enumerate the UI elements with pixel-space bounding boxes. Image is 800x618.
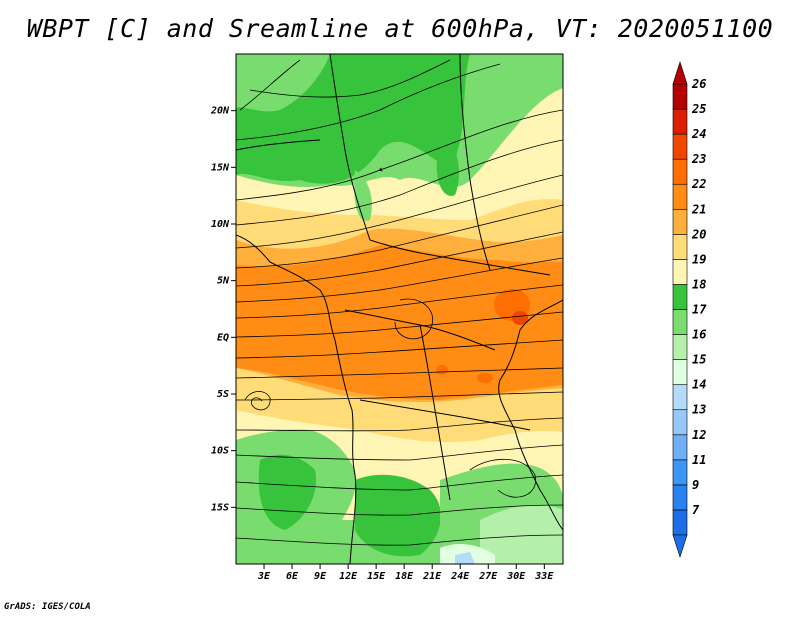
lon-tick-label: 30E bbox=[506, 571, 526, 582]
colorbar-label: 16 bbox=[692, 328, 706, 342]
map-frame bbox=[235, 53, 564, 565]
lon-tick-label: 24E bbox=[450, 571, 470, 582]
lat-tick-label: EQ bbox=[217, 332, 229, 343]
colorbar-label: 21 bbox=[691, 202, 706, 216]
colorbar-segment bbox=[672, 284, 688, 310]
lon-tick-label: 6E bbox=[286, 571, 299, 582]
colorbar-segment bbox=[672, 384, 688, 411]
lat-tick-label: 10S bbox=[211, 446, 229, 457]
colorbar-segment bbox=[672, 158, 688, 185]
colorbar-label: 18 bbox=[692, 277, 706, 291]
longitude-ticks: 3E 6E 9E 12E 15E 18E 21E 24E 27E 30E 33E bbox=[257, 564, 554, 582]
lon-tick-label: 27E bbox=[478, 571, 498, 582]
colorbar-segment bbox=[672, 208, 688, 235]
lon-tick-label: 21E bbox=[422, 571, 442, 582]
streamlines bbox=[236, 59, 563, 546]
colorbar-segment bbox=[672, 459, 688, 486]
lon-tick-label: 15E bbox=[367, 571, 386, 582]
colorbar-top-arrow bbox=[672, 61, 688, 85]
colorbar-segment bbox=[672, 83, 688, 110]
grads-credit: GrADS: IGES/COLA bbox=[4, 602, 91, 612]
colorbar-segment bbox=[672, 234, 688, 260]
lat-tick-label: 15S bbox=[211, 502, 229, 513]
colorbar-label: 22 bbox=[691, 177, 706, 191]
lon-tick-label: 9E bbox=[314, 571, 327, 582]
latitude-ticks: 20N 15N 10N 5N EQ 5S 10S 15S bbox=[210, 106, 236, 513]
country-borders bbox=[236, 54, 563, 564]
colorbar-label: 26 bbox=[691, 77, 706, 91]
colorbar-label: 11 bbox=[692, 453, 706, 467]
colorbar-segment bbox=[672, 409, 688, 436]
colorbar-segment bbox=[672, 183, 688, 210]
colorbar-segment bbox=[672, 108, 688, 135]
colorbar-label: 19 bbox=[692, 252, 706, 266]
colorbar-label: 15 bbox=[692, 353, 706, 367]
colorbar-segment bbox=[672, 259, 688, 285]
colorbar: 7 9 11 12 13 14 15 16 17 18 19 20 21 22 23 24 25 26 bbox=[672, 61, 707, 558]
colorbar-segment bbox=[672, 133, 688, 160]
colorbar-label: 7 bbox=[692, 503, 700, 517]
lon-tick-label: 18E bbox=[395, 571, 414, 582]
lat-tick-label: 15N bbox=[211, 162, 230, 173]
lat-tick-label: 10N bbox=[211, 219, 230, 230]
map-title: WBPT [C] and Sreamline at 600hPa, VT: 20… bbox=[26, 14, 774, 43]
lat-tick-label: 5N bbox=[217, 276, 230, 287]
lon-tick-label: 33E bbox=[534, 571, 554, 582]
colorbar-label: 12 bbox=[692, 428, 706, 442]
colorbar-label: 14 bbox=[692, 378, 706, 392]
lon-tick-label: 3E bbox=[257, 571, 271, 582]
colorbar-label: 25 bbox=[691, 102, 706, 116]
lon-tick-label: 12E bbox=[339, 571, 358, 582]
colorbar-bottom-arrow bbox=[672, 534, 688, 558]
wbpt-field bbox=[236, 54, 563, 564]
lat-tick-label: 5S bbox=[217, 389, 229, 400]
lat-tick-label: 20N bbox=[210, 106, 230, 117]
colorbar-segment bbox=[672, 309, 688, 335]
colorbar-label: 13 bbox=[692, 403, 706, 417]
colorbar-segment bbox=[672, 334, 688, 360]
colorbar-segment bbox=[672, 434, 688, 461]
colorbar-label: 20 bbox=[691, 227, 706, 241]
colorbar-label: 24 bbox=[691, 127, 706, 141]
colorbar-label: 23 bbox=[691, 152, 706, 166]
colorbar-label: 17 bbox=[692, 303, 707, 317]
colorbar-segment bbox=[672, 509, 688, 536]
colorbar-segment bbox=[672, 359, 688, 385]
colorbar-segment bbox=[672, 484, 688, 511]
colorbar-label: 9 bbox=[692, 478, 699, 492]
